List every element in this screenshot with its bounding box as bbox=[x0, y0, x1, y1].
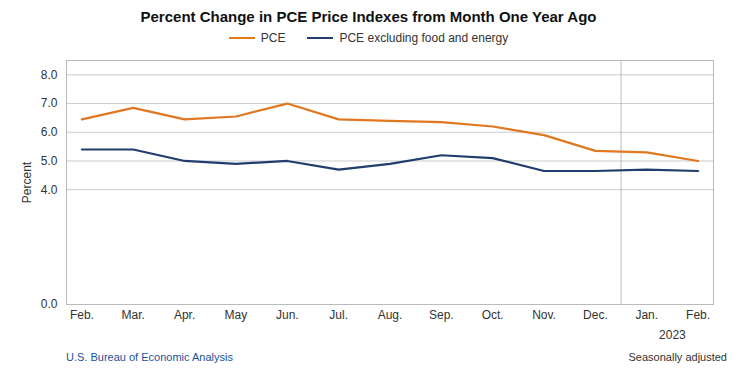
html-text:U.S. Bureau of Economic Analys: U.S. Bureau of Economic Analysis bbox=[66, 351, 233, 363]
svg-text:5.0: 5.0 bbox=[41, 154, 58, 168]
html-text:PCE: PCE bbox=[260, 31, 286, 45]
svg-text:7.0: 7.0 bbox=[41, 96, 58, 110]
svg-text:2023: 2023 bbox=[659, 328, 686, 342]
svg-text:Feb.: Feb. bbox=[70, 308, 94, 322]
svg-text:May: May bbox=[225, 308, 248, 322]
html-text:PCE excluding food and energy: PCE excluding food and energy bbox=[339, 31, 509, 45]
svg-text:6.0: 6.0 bbox=[41, 125, 58, 139]
html-text:Seasonally adjusted: Seasonally adjusted bbox=[628, 351, 727, 363]
svg-text:Dec.: Dec. bbox=[583, 308, 608, 322]
svg-text:Jul.: Jul. bbox=[329, 308, 348, 322]
svg-text:4.0: 4.0 bbox=[41, 183, 58, 197]
svg-text:0.0: 0.0 bbox=[41, 297, 58, 311]
svg-text:Aug.: Aug. bbox=[378, 308, 403, 322]
svg-text:Jun.: Jun. bbox=[276, 308, 299, 322]
svg-text:Oct.: Oct. bbox=[482, 308, 504, 322]
svg-text:Feb.: Feb. bbox=[686, 308, 710, 322]
html-text:Percent Change in PCE Price In: Percent Change in PCE Price Indexes from… bbox=[140, 8, 597, 25]
svg-text:Percent: Percent bbox=[20, 161, 34, 203]
svg-text:Apr.: Apr. bbox=[174, 308, 195, 322]
svg-text:Mar.: Mar. bbox=[122, 308, 145, 322]
svg-text:Jan.: Jan. bbox=[635, 308, 658, 322]
svg-text:Nov.: Nov. bbox=[532, 308, 556, 322]
svg-text:8.0: 8.0 bbox=[41, 68, 58, 82]
svg-text:Sep.: Sep. bbox=[429, 308, 454, 322]
